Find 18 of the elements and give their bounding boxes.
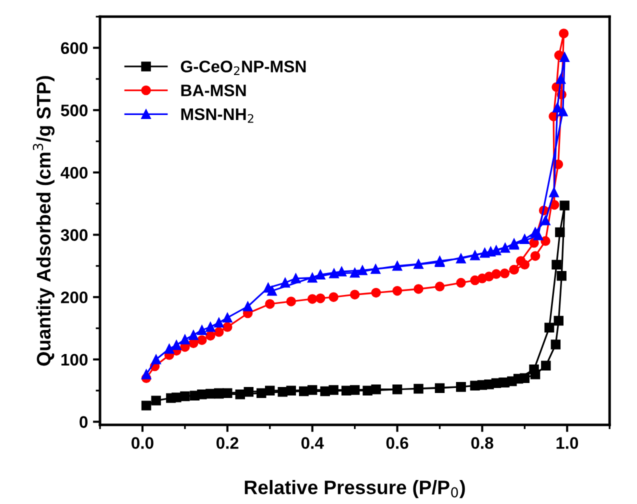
legend-label: G-CeO$_{2}$NP-MSN [180,60,306,75]
x-tick-label: 0.4 [301,437,324,449]
x-axis-title: Relative Pressure (P/P$_{0}$) [244,480,465,498]
y-tick-label: 200 [60,292,88,304]
x-tick-label: 0.2 [216,437,238,449]
y-tick-label: 400 [60,166,88,179]
x-tick-label: 0.6 [386,437,408,449]
y-tick-label: 300 [60,229,88,241]
y-tick-label: 0 [80,416,88,428]
legend-label: MSN-NH$_{2}$ [181,108,254,123]
y-tick-label: 500 [60,104,88,116]
legend-label: BA-MSN [181,84,246,96]
x-tick-label: 1.0 [556,437,578,449]
x-tick-label: 0.0 [132,437,154,449]
y-tick-label: 600 [61,42,88,54]
y-axis-title: Quantity Adsorbed (cm$^{3}$/g STP) [32,76,55,366]
y-tick-label: 100 [61,354,88,366]
x-tick-label: 0.8 [471,437,494,449]
